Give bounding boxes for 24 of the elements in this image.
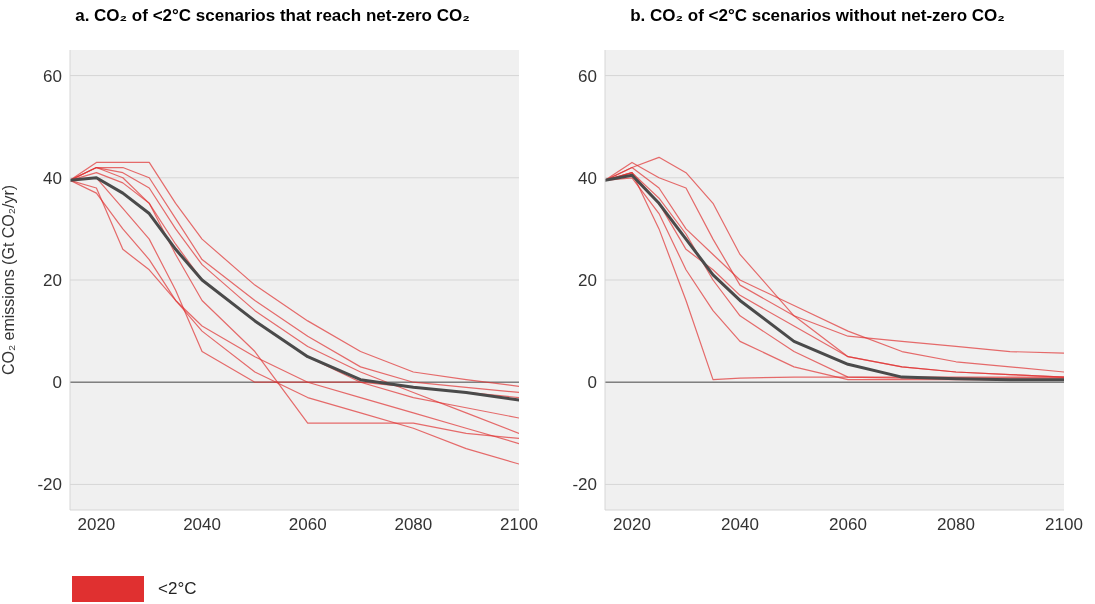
x-tick-label: 2100 xyxy=(500,515,538,535)
y-tick-label: 60 xyxy=(578,66,597,86)
x-tick-label: 2020 xyxy=(77,515,116,535)
y-tick-label: 0 xyxy=(587,373,597,393)
x-tick-label: 2080 xyxy=(394,515,433,535)
y-tick-label: 60 xyxy=(43,66,62,86)
x-tick-label: 2040 xyxy=(183,515,221,535)
x-tick-label: 2020 xyxy=(613,515,651,535)
x-tick-label: 2080 xyxy=(937,515,975,535)
y-tick-label: -20 xyxy=(572,475,597,495)
y-tick-label: 0 xyxy=(52,373,62,393)
legend-label: <2°C xyxy=(158,579,197,599)
y-tick-label: 40 xyxy=(43,168,62,188)
y-tick-label: 40 xyxy=(578,168,597,188)
y-axis-title: CO₂ emissions (Gt CO₂/yr) xyxy=(0,184,17,376)
x-tick-label: 2060 xyxy=(288,515,327,535)
y-tick-label: -20 xyxy=(37,475,62,495)
chart-title: b. CO₂ of <2°C scenarios without net-zero CO₂ xyxy=(629,6,1006,26)
x-tick-label: 2060 xyxy=(829,515,867,535)
x-tick-label: 2040 xyxy=(721,515,759,535)
chart-title: a. CO₂ of <2°C scenarios that reach net-zero CO₂ xyxy=(74,6,471,26)
y-tick-label: 20 xyxy=(43,271,62,291)
y-tick-label: 20 xyxy=(578,271,597,291)
x-tick-label: 2100 xyxy=(1045,515,1083,535)
